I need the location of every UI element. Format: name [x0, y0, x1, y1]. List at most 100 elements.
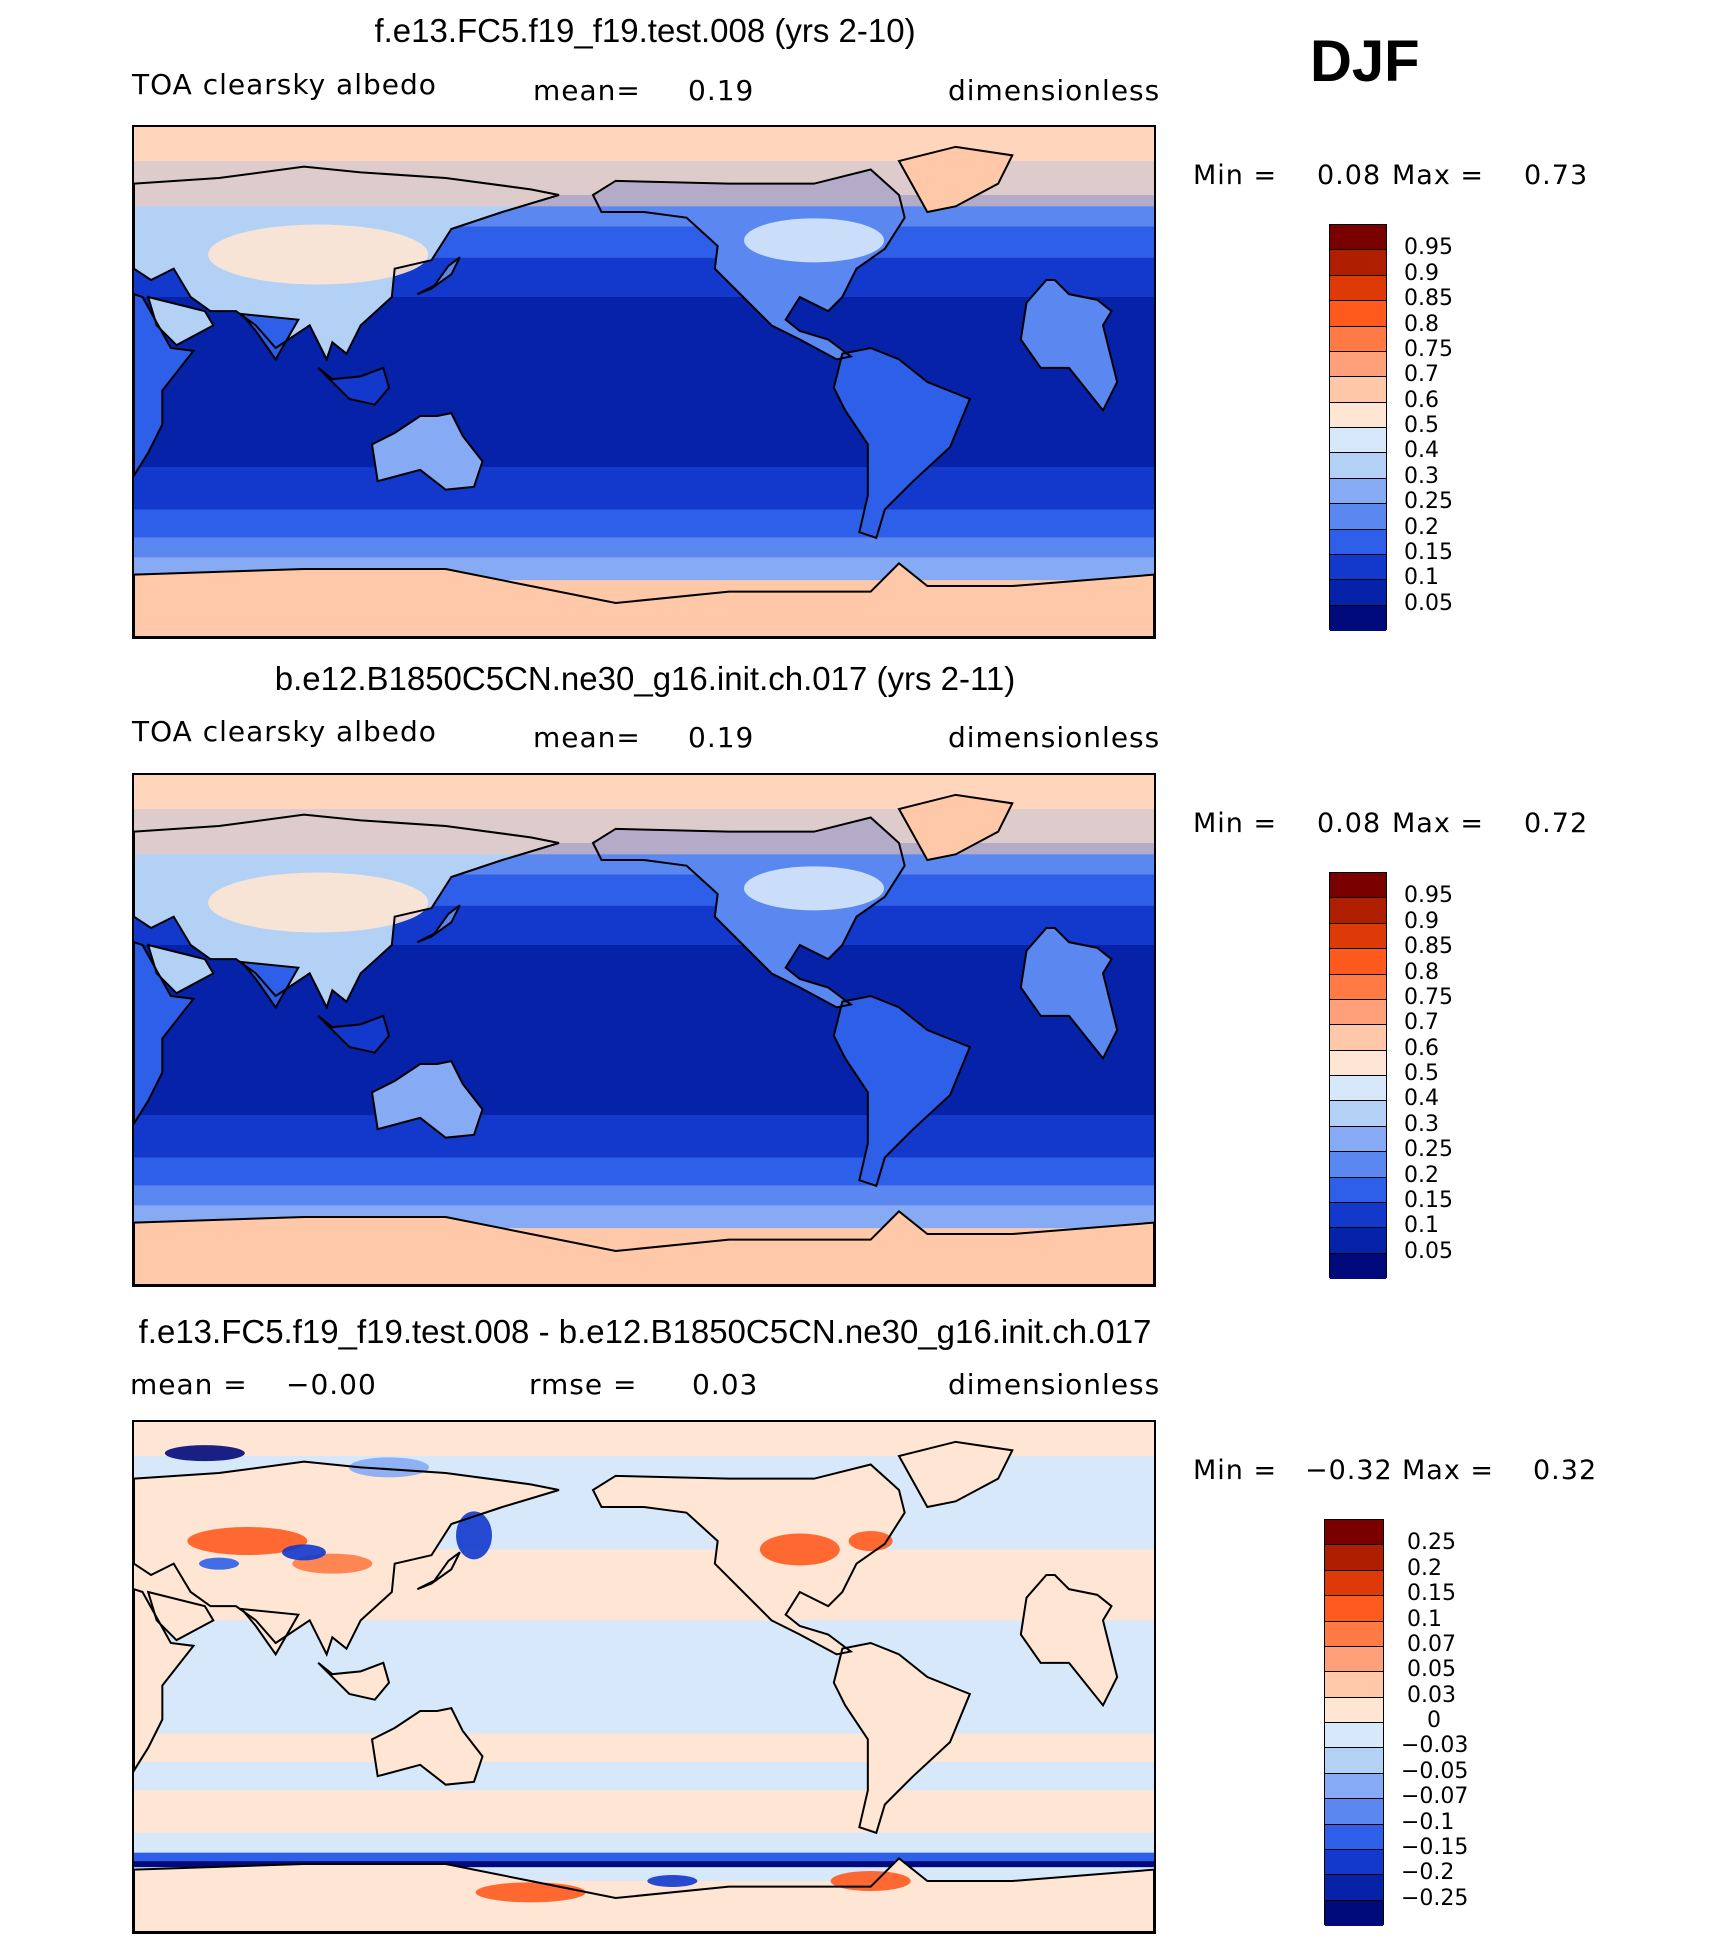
colorbar-swatch: [1330, 1202, 1386, 1229]
colorbar-swatch: [1330, 1025, 1386, 1051]
coastline-namerica: [591, 168, 906, 361]
colorbar-tick-label: 0.05: [1404, 1238, 1453, 1264]
panel-1-colorbar: [1329, 224, 1387, 631]
panel-2-title: b.e12.B1850C5CN.ne30_g16.init.ch.017 (yr…: [274, 660, 1016, 697]
colorbar-tick-label: 0.2: [1404, 1162, 1439, 1188]
season-label: DJF: [1310, 29, 1420, 94]
land-greenland: [899, 1441, 1013, 1507]
coastline-africaW: [1019, 927, 1119, 1061]
coastline-greenland: [897, 1440, 1014, 1509]
coastline-australia: [370, 412, 484, 491]
colorbar-swatch: [1330, 504, 1386, 530]
coastline-eurasia: [134, 813, 560, 1010]
panel-1-title: f.e13.FC5.f19_f19.test.008 (yrs 2-10): [374, 12, 916, 49]
na-snow: [744, 866, 884, 911]
colorbar-tick-label: 0.05: [1404, 590, 1453, 616]
panel-1-min-value: 0.08: [1317, 160, 1382, 191]
colorbar-swatch: [1330, 605, 1386, 631]
panel-2-min-value: 0.08: [1317, 808, 1382, 839]
diff-anomaly: [759, 1533, 840, 1566]
panel-2-max-label: Max =: [1392, 808, 1485, 839]
colorbar-swatch: [1325, 1849, 1383, 1876]
colorbar-tick-label: −0.07: [1401, 1784, 1469, 1810]
colorbar-tick-label: 0.2: [1407, 1555, 1442, 1581]
colorbar-swatch: [1330, 974, 1386, 1000]
colorbar-swatch: [1330, 250, 1386, 276]
diff-anomaly: [164, 1445, 245, 1462]
colorbar-swatch: [1325, 1621, 1383, 1647]
map-field: [134, 127, 1154, 637]
colorbar-tick-label: 0.6: [1404, 387, 1439, 413]
panel-2-colorbar: [1329, 872, 1387, 1279]
colorbar-swatch: [1325, 1723, 1383, 1749]
colorbar-tick-label: 0.7: [1404, 1010, 1439, 1036]
plateau-high-albedo: [208, 872, 429, 933]
colorbar-tick-label: 0.25: [1404, 489, 1453, 515]
coastline-greenland: [897, 145, 1014, 214]
snow-band: [134, 127, 1154, 207]
colorbar-swatch: [1330, 580, 1386, 606]
ocean-band: [134, 537, 1154, 558]
colorbar-swatch: [1330, 301, 1386, 327]
land-indonesia: [318, 367, 389, 405]
diff-band-strong-negative: [134, 1861, 1154, 1868]
colorbar-swatch: [1330, 1152, 1386, 1178]
colorbar-swatch: [1330, 1177, 1386, 1203]
colorbar-swatch: [1325, 1596, 1383, 1622]
land-australia: [372, 1061, 483, 1138]
colorbar-tick-label: 0.1: [1407, 1606, 1442, 1632]
colorbar-swatch: [1330, 428, 1386, 454]
colorbar-tick-label: 0.03: [1407, 1682, 1456, 1708]
coastline-namerica: [591, 1463, 906, 1656]
panel-2-max-value: 0.72: [1524, 808, 1589, 839]
diff-anomaly: [830, 1871, 911, 1891]
diff-band-positive: [134, 1790, 1154, 1833]
coastline-japan: [416, 1551, 461, 1591]
panel-2-map: [132, 773, 1156, 1287]
colorbar-tick-label: −0.05: [1401, 1758, 1469, 1784]
colorbar-swatch: [1325, 1773, 1383, 1800]
colorbar-swatch: [1325, 1748, 1383, 1774]
panel-3-max-label: Max =: [1402, 1455, 1495, 1486]
colorbar-swatch: [1330, 1126, 1386, 1153]
coastline-indonesia: [317, 1661, 391, 1701]
coastline-antarctica: [134, 1856, 1154, 1932]
colorbar-tick-label: 0.5: [1404, 1061, 1439, 1086]
panel-1-mean-label: mean=: [533, 74, 641, 107]
colorbar-tick-label: 0.9: [1404, 260, 1439, 286]
panel-1-min-label: Min =: [1193, 160, 1278, 191]
colorbar-tick-label: 0.85: [1404, 934, 1453, 960]
colorbar-tick-label: 0.05: [1407, 1657, 1456, 1683]
colorbar-tick-label: 0.15: [1404, 539, 1453, 565]
land-australia: [372, 413, 483, 490]
ocean-band: [134, 467, 1154, 510]
colorbar-swatch: [1325, 1875, 1383, 1901]
map-field: [134, 1422, 1154, 1932]
colorbar-swatch: [1330, 1228, 1386, 1254]
panel-2-min-label: Min =: [1193, 808, 1278, 839]
coastline-antarctica: [134, 561, 1154, 637]
colorbar-tick-label: −0.1: [1401, 1809, 1455, 1835]
plateau-high-albedo: [208, 224, 429, 285]
land-africa: [134, 1589, 194, 1771]
coastline-india: [239, 960, 300, 1010]
coastline-greenland: [897, 793, 1014, 862]
colorbar-swatch: [1330, 225, 1386, 251]
diff-anomaly: [349, 1457, 429, 1478]
diff-anomaly: [475, 1882, 586, 1903]
land-indonesia: [318, 1662, 389, 1700]
coastline-arabia: [146, 295, 215, 347]
colorbar-swatch: [1330, 898, 1386, 924]
colorbar-tick-label: 0.95: [1404, 235, 1453, 261]
diff-anomaly: [199, 1557, 239, 1570]
panel-1-max-label: Max =: [1392, 160, 1485, 191]
colorbar-swatch: [1325, 1900, 1383, 1926]
colorbar-swatch: [1325, 1646, 1383, 1673]
colorbar-tick-label: 0.3: [1404, 463, 1439, 489]
coastline-australia: [370, 1707, 484, 1786]
land-australia: [372, 1708, 483, 1785]
colorbar-swatch: [1325, 1824, 1383, 1850]
coastline-africa: [134, 293, 196, 478]
colorbar-swatch: [1330, 529, 1386, 555]
snow-band: [134, 775, 1154, 855]
